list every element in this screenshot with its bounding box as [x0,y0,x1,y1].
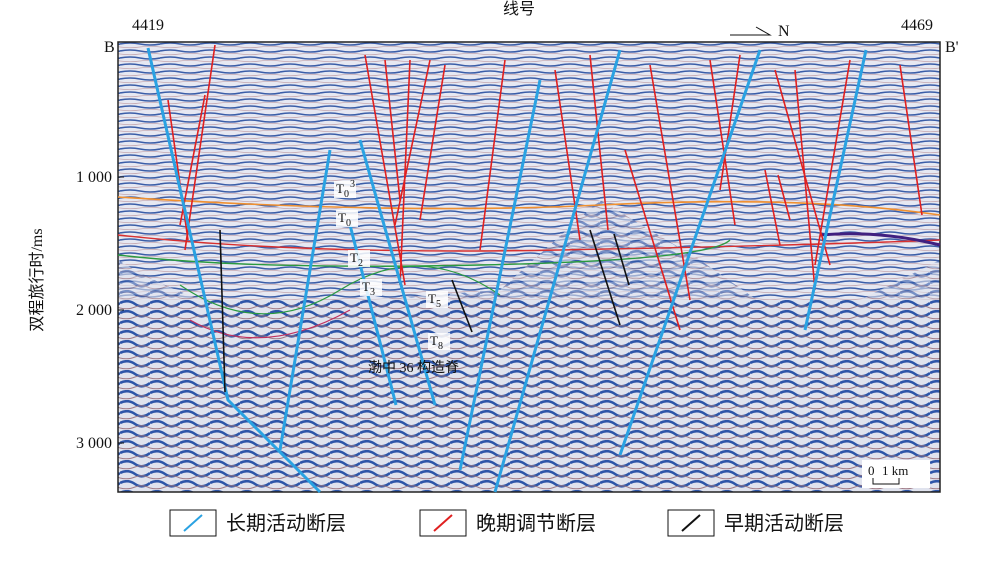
horizon-sub: 0 [346,218,351,229]
legend-label: 晚期调节断层 [476,512,596,535]
horizon-base: T [350,250,358,265]
y-axis-label: 双程旅行时/ms [28,228,46,331]
label-bg [426,291,448,308]
y-tick-label: 2 000 [76,302,112,319]
annotation: 渤中 36 构造脊 [368,360,459,376]
y-tick-label: 3 000 [76,435,112,452]
horizon-base: T [338,210,346,225]
y-axis [118,176,124,444]
label-bg [360,279,382,296]
long-faults [146,47,868,494]
horizon-sub: 5 [436,299,441,310]
label-bg [336,210,358,227]
label-bg [428,333,450,350]
seismic-section [117,41,941,493]
scale-zero: 0 [868,463,875,478]
north-label: N [778,23,790,40]
label-bg [334,181,356,198]
north-arrow [730,26,772,36]
legend-label: 早期活动断层 [724,512,844,535]
end-label: B' [945,39,959,56]
horizon-sub: 3 [370,287,375,298]
scale-length: 1 km [882,463,908,478]
y-tick-label: 1 000 [76,169,112,186]
horizon-sup: 3 [350,179,355,190]
legend: 长期活动断层 晚期调节断层 早期活动断层 [169,509,844,537]
end-label: B [104,39,115,56]
early-faults [219,229,630,393]
horizon-sub: 0 [344,189,349,200]
scale-bar: 0 1 km [862,460,930,488]
horizon-sub: 2 [358,258,363,269]
legend-label: 长期活动断层 [226,512,346,535]
label-bg [348,250,370,267]
horizon-base: T [362,279,370,294]
horizon-base: T [430,333,438,348]
horizon-base: T [336,181,344,196]
title: 线号 [503,0,535,18]
line-number: 4469 [901,17,933,34]
horizon-sub: 8 [438,341,443,352]
horizon-base: T [428,291,436,306]
line-number: 4419 [132,17,164,34]
horizon-labels: T 03T 0T 2T 3 T 5T 8 [334,179,450,352]
